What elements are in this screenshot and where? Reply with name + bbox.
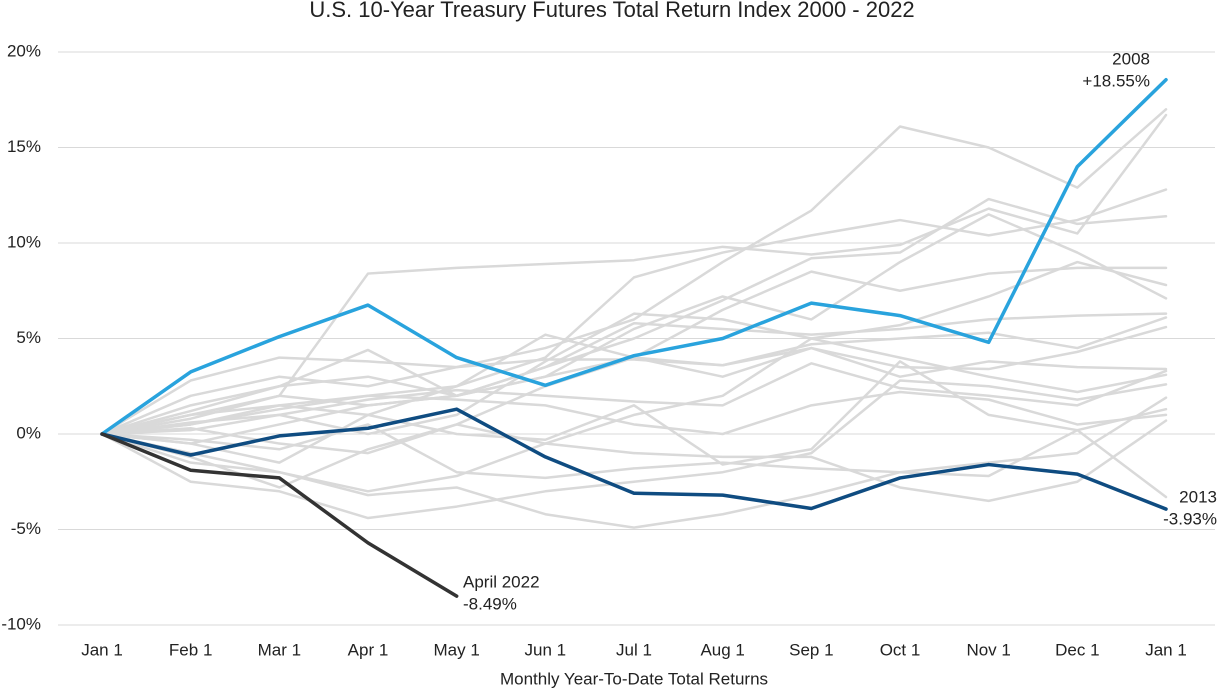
x-tick-label: Dec 1: [1055, 640, 1099, 659]
annotation-value: +18.55%: [1082, 71, 1150, 90]
x-tick-label: Aug 1: [700, 640, 744, 659]
x-tick-label: Oct 1: [880, 640, 921, 659]
history-line: [100, 423, 1168, 499]
x-tick-label: May 1: [434, 640, 480, 659]
highlight-line: [100, 432, 459, 598]
x-tick-label: Jul 1: [616, 640, 652, 659]
y-tick-label: 20%: [7, 41, 41, 60]
history-line: [100, 379, 1168, 520]
x-tick-label: Sep 1: [789, 640, 833, 659]
history-line: [100, 108, 1168, 436]
x-tick-label: Jan 1: [81, 640, 123, 659]
chart-title: U.S. 10-Year Treasury Futures Total Retu…: [309, 0, 914, 22]
annotation-name: April 2022: [463, 572, 540, 591]
history-line: [100, 419, 1168, 503]
x-axis-label: Monthly Year-To-Date Total Returns: [500, 669, 768, 688]
history-line: [100, 390, 1168, 436]
annotation-value: -8.49%: [463, 594, 517, 613]
y-tick-label: 15%: [7, 137, 41, 156]
history-line: [100, 360, 1168, 466]
y-tick-label: 5%: [16, 328, 41, 347]
y-tick-label: -5%: [11, 519, 41, 538]
highlight-line: [100, 77, 1168, 436]
annotation-name: 2013: [1179, 487, 1217, 506]
history-line: [100, 213, 1168, 445]
x-tick-label: Jan 1: [1145, 640, 1187, 659]
x-tick-label: Mar 1: [258, 640, 301, 659]
x-tick-label: Jun 1: [525, 640, 567, 659]
history-line: [100, 316, 1168, 436]
y-tick-label: -10%: [1, 614, 41, 633]
history-line: [100, 396, 1168, 529]
history-line: [100, 113, 1168, 436]
history-line: [100, 312, 1168, 436]
y-tick-label: 10%: [7, 232, 41, 251]
history-line: [100, 362, 1168, 436]
x-tick-label: Nov 1: [966, 640, 1010, 659]
annotation-value: -3.93%: [1163, 509, 1217, 528]
annotation-name: 2008: [1112, 49, 1150, 68]
y-tick-label: 0%: [16, 423, 41, 442]
x-tick-label: Feb 1: [169, 640, 212, 659]
highlight-line: [100, 407, 1168, 511]
history-line: [100, 333, 1168, 464]
x-tick-label: Apr 1: [348, 640, 389, 659]
